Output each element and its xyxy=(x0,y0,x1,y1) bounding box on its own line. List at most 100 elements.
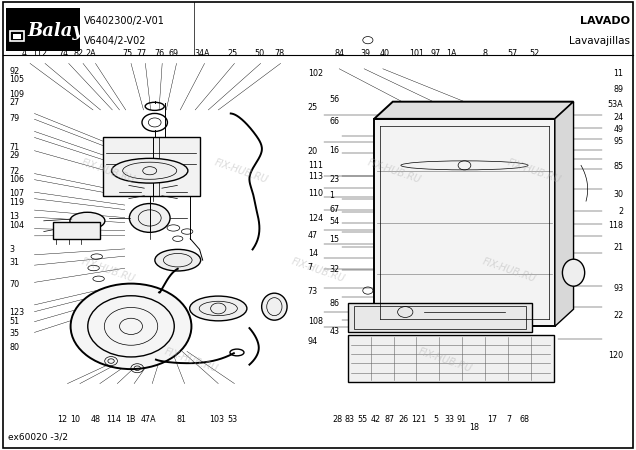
Text: 66: 66 xyxy=(329,117,340,126)
Text: 113: 113 xyxy=(308,172,323,181)
Text: 77: 77 xyxy=(137,49,147,58)
Text: FIX-HUB.RU: FIX-HUB.RU xyxy=(214,157,270,185)
Text: LAVADO: LAVADO xyxy=(579,16,630,26)
Text: 27: 27 xyxy=(10,98,20,107)
Text: 34A: 34A xyxy=(195,49,210,58)
Text: V6404/2-V02: V6404/2-V02 xyxy=(84,36,146,46)
Text: 25: 25 xyxy=(228,49,238,58)
Text: 89: 89 xyxy=(613,86,623,94)
Text: 75: 75 xyxy=(122,49,132,58)
Bar xyxy=(348,303,532,332)
Text: 3: 3 xyxy=(10,245,15,254)
Text: 105: 105 xyxy=(10,75,25,84)
Text: Balay: Balay xyxy=(27,22,83,40)
Text: 110: 110 xyxy=(308,189,323,198)
Ellipse shape xyxy=(190,296,247,321)
Text: 95: 95 xyxy=(613,137,623,146)
Circle shape xyxy=(129,203,170,232)
Text: 30: 30 xyxy=(613,190,623,199)
Bar xyxy=(374,119,555,326)
Text: 112: 112 xyxy=(32,49,47,58)
Bar xyxy=(13,34,21,39)
Text: FIX-HUB.RU: FIX-HUB.RU xyxy=(417,346,473,374)
Text: 94: 94 xyxy=(308,337,318,346)
Text: FIX-HUB.RU: FIX-HUB.RU xyxy=(506,157,562,185)
Text: 67: 67 xyxy=(329,205,340,214)
Text: 26: 26 xyxy=(398,415,408,424)
Text: 114: 114 xyxy=(106,415,121,424)
Text: FIX-HUB.RU: FIX-HUB.RU xyxy=(366,157,422,185)
Text: 84: 84 xyxy=(335,49,345,58)
Ellipse shape xyxy=(70,212,105,230)
Text: FIX-HUB.RU: FIX-HUB.RU xyxy=(163,346,219,374)
Text: V6402300/2-V01: V6402300/2-V01 xyxy=(84,16,165,26)
Text: 85: 85 xyxy=(613,162,623,171)
Text: 97: 97 xyxy=(431,49,441,58)
Text: 103: 103 xyxy=(209,415,224,424)
Text: 2: 2 xyxy=(618,207,623,216)
Text: 48: 48 xyxy=(90,415,100,424)
Text: 23: 23 xyxy=(329,176,340,184)
Polygon shape xyxy=(374,102,574,119)
Text: 101: 101 xyxy=(409,49,424,58)
Text: 53A: 53A xyxy=(607,100,623,109)
Text: 124: 124 xyxy=(308,214,323,223)
Text: 78: 78 xyxy=(275,49,285,58)
Text: 32: 32 xyxy=(329,265,340,274)
Text: 13: 13 xyxy=(10,212,20,221)
Text: 40: 40 xyxy=(379,49,389,58)
Text: 33: 33 xyxy=(444,415,454,424)
Text: 82: 82 xyxy=(73,49,83,58)
Text: 69: 69 xyxy=(169,49,179,58)
Text: 87: 87 xyxy=(384,415,394,424)
Text: 39: 39 xyxy=(360,49,370,58)
Ellipse shape xyxy=(155,249,201,271)
Text: 51: 51 xyxy=(10,317,20,326)
Text: 111: 111 xyxy=(308,161,323,170)
Text: 28: 28 xyxy=(332,415,342,424)
Text: 55: 55 xyxy=(357,415,368,424)
Text: 57: 57 xyxy=(508,49,518,58)
Text: 70: 70 xyxy=(10,280,20,289)
Text: 42: 42 xyxy=(370,415,380,424)
Circle shape xyxy=(71,284,191,369)
Text: 20: 20 xyxy=(308,147,318,156)
Text: 83: 83 xyxy=(345,415,355,424)
Text: 91: 91 xyxy=(457,415,467,424)
Text: 76: 76 xyxy=(154,49,164,58)
Text: 43: 43 xyxy=(329,327,340,336)
Text: 104: 104 xyxy=(10,221,25,230)
Text: 121: 121 xyxy=(411,415,426,424)
Ellipse shape xyxy=(261,293,287,320)
Text: 2A: 2A xyxy=(86,49,96,58)
Text: FIX-HUB.RU: FIX-HUB.RU xyxy=(481,256,537,284)
Text: 24: 24 xyxy=(613,113,623,122)
Text: 5: 5 xyxy=(434,415,439,424)
Text: 31: 31 xyxy=(10,258,20,267)
Text: 118: 118 xyxy=(608,221,623,230)
Text: 49: 49 xyxy=(613,125,623,134)
Text: 71: 71 xyxy=(10,143,20,152)
Text: 47: 47 xyxy=(308,231,318,240)
Text: 22: 22 xyxy=(613,310,623,320)
Text: 1: 1 xyxy=(329,191,335,200)
Bar xyxy=(354,306,525,329)
Text: 80: 80 xyxy=(10,343,20,352)
Text: 54: 54 xyxy=(329,217,340,226)
Text: 25: 25 xyxy=(308,104,318,112)
Bar xyxy=(348,335,553,382)
Text: 8: 8 xyxy=(482,49,487,58)
Text: 56: 56 xyxy=(329,95,340,104)
Text: 123: 123 xyxy=(10,308,25,317)
Text: 52: 52 xyxy=(529,49,539,58)
Text: 14: 14 xyxy=(308,249,318,258)
Text: 21: 21 xyxy=(613,243,623,252)
Bar xyxy=(53,221,100,239)
Text: 4: 4 xyxy=(22,49,27,58)
Text: 106: 106 xyxy=(10,175,25,184)
Text: 72: 72 xyxy=(10,166,20,176)
Text: 74: 74 xyxy=(59,49,69,58)
Text: 16: 16 xyxy=(329,146,340,155)
Text: 92: 92 xyxy=(10,68,20,76)
Text: FIX-HUB.RU: FIX-HUB.RU xyxy=(290,256,346,284)
